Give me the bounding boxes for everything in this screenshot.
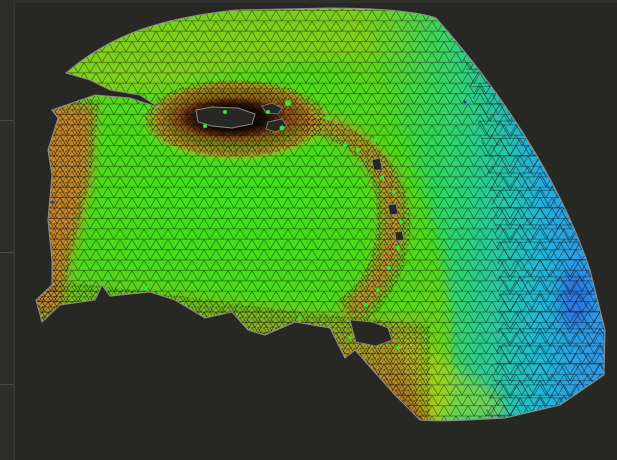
node-marker	[364, 303, 368, 307]
node-marker	[376, 288, 380, 292]
node-marker	[399, 220, 403, 224]
islet	[349, 319, 393, 347]
node-marker	[203, 124, 207, 128]
node-marker	[298, 316, 302, 320]
node-marker	[380, 176, 384, 180]
main-island	[195, 106, 256, 129]
node-marker	[106, 276, 110, 280]
left-panel-edge	[0, 0, 15, 460]
mesh-lines-fine-channel	[300, 115, 411, 325]
node-marker	[51, 200, 55, 204]
node-marker	[266, 110, 270, 114]
node-marker	[356, 148, 360, 152]
panel-divider	[0, 384, 14, 385]
node-marker	[144, 286, 148, 290]
node-marker	[343, 143, 347, 147]
islet	[387, 203, 399, 216]
node-marker	[396, 246, 400, 250]
boundary-markers	[106, 100, 403, 350]
node-marker	[387, 266, 391, 270]
islet	[394, 230, 405, 242]
node-marker	[348, 336, 352, 340]
panel-divider	[0, 252, 14, 253]
panel-divider	[0, 120, 14, 121]
top-panel-edge	[14, 0, 617, 3]
islet	[371, 157, 383, 171]
node-marker	[373, 138, 377, 142]
node-marker	[392, 190, 396, 194]
node-marker	[285, 100, 291, 106]
node-marker	[325, 116, 329, 120]
node-marker	[223, 110, 227, 114]
node-marker	[463, 100, 467, 104]
node-marker	[396, 346, 400, 350]
node-marker	[279, 125, 285, 131]
